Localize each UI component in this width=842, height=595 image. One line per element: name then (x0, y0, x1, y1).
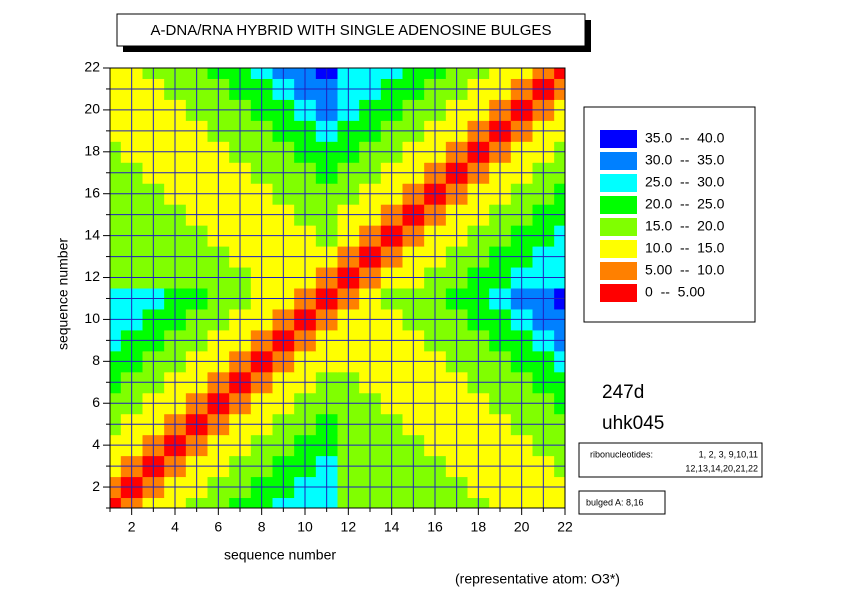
contour-cell (554, 68, 565, 79)
x-tick-label: 16 (427, 519, 443, 535)
legend-label: 25.0 -- 30.0 (645, 174, 725, 190)
legend-swatch (600, 130, 637, 148)
y-tick-label: 14 (84, 226, 100, 242)
legend-swatch (600, 174, 637, 192)
legend-swatch (600, 262, 637, 280)
y-axis-label: sequence number (55, 238, 71, 350)
ribonucleotides-line: 1, 2, 3, 9,10,11 (699, 449, 758, 459)
pdb-id: 247d (602, 382, 644, 403)
grid (109, 67, 566, 509)
legend-label: 15.0 -- 20.0 (645, 218, 725, 234)
legend-swatch (600, 218, 637, 236)
legend-swatch (600, 196, 637, 214)
y-tick-label: 4 (92, 436, 100, 452)
legend-label: 30.0 -- 35.0 (645, 152, 725, 168)
code: uhk045 (602, 413, 664, 434)
contour-cell (110, 497, 122, 508)
legend-label: 0 -- 5.00 (645, 284, 705, 300)
x-tick-label: 14 (384, 519, 400, 535)
legend-swatch (600, 240, 637, 258)
chart-title: A-DNA/RNA HYBRID WITH SINGLE ADENOSINE B… (151, 22, 552, 39)
x-axis-label: sequence number (224, 547, 336, 563)
y-tick-label: 8 (92, 352, 100, 368)
x-tick-label: 8 (258, 519, 266, 535)
x-tick-label: 18 (471, 519, 487, 535)
contour-cell (110, 68, 122, 79)
legend-swatch (600, 152, 637, 170)
y-tick-label: 12 (84, 268, 100, 284)
legend-label: 35.0 -- 40.0 (645, 130, 725, 146)
legend-label: 10.0 -- 15.0 (645, 240, 725, 256)
x-tick-label: 22 (557, 519, 573, 535)
bulged-note: bulged A: 8,16 (586, 497, 644, 507)
legend-label: 5.00 -- 10.0 (645, 262, 725, 278)
legend-label: 20.0 -- 25.0 (645, 196, 725, 212)
plot-frame (109, 67, 566, 509)
legend-swatch (600, 284, 637, 302)
contour-cells (110, 68, 565, 508)
ribonucleotides-box (578, 442, 763, 478)
legend: 35.0 -- 40.0 30.0 -- 35.0 25.0 -- 30.0 20.0… (600, 130, 725, 302)
y-tick-label: 2 (92, 478, 100, 494)
y-tick-label: 22 (84, 59, 100, 75)
bulged-box (578, 490, 666, 515)
x-tick-label: 12 (341, 519, 357, 535)
title-box (116, 13, 586, 47)
y-tick-label: 18 (84, 143, 100, 159)
ribonucleotides-label: ribonucleotides: (590, 449, 653, 459)
x-tick-label: 4 (171, 519, 179, 535)
y-tick-label: 16 (84, 184, 100, 200)
ribonucleotides-line: 12,13,14,20,21,22 (685, 463, 758, 473)
atom-note: (representative atom: O3*) (455, 571, 620, 587)
y-tick-label: 20 (84, 101, 100, 117)
x-tick-label: 2 (128, 519, 136, 535)
x-tick-label: 20 (514, 519, 530, 535)
x-tick-label: 10 (297, 519, 313, 535)
y-tick-label: 6 (92, 394, 100, 410)
x-tick-label: 6 (214, 519, 222, 535)
y-tick-label: 10 (84, 310, 100, 326)
contour-cell (554, 497, 565, 508)
